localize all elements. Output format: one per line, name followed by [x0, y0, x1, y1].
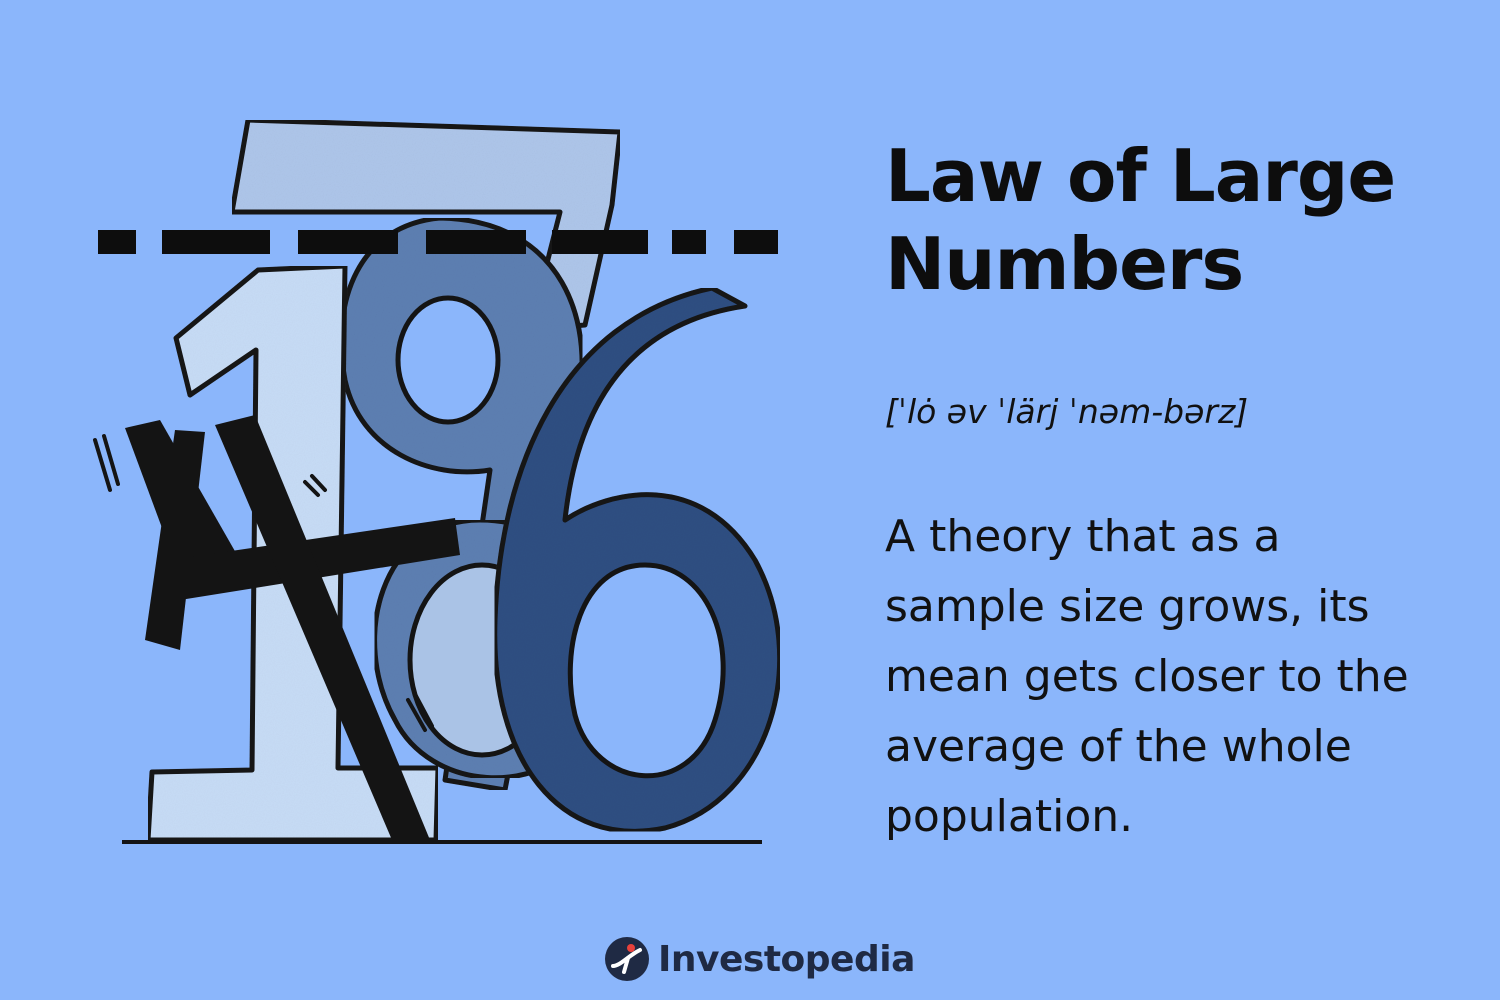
digit-six: [492, 285, 783, 834]
brand-logo: Investopedia: [604, 932, 915, 986]
page-title: Law of Large Numbers: [885, 134, 1396, 306]
investopedia-logo-icon: [605, 937, 649, 981]
brand-name: Investopedia: [658, 938, 915, 980]
dashed-line: [98, 230, 778, 254]
stacked-numbers-illustration: [93, 117, 783, 844]
definition-text: A theory that as a sample size grows, it…: [885, 511, 1409, 842]
pronunciation: [ˈlȯ əv ˈlärj ˈnəm-bərz]: [885, 392, 1249, 431]
digit-four: [93, 415, 460, 840]
